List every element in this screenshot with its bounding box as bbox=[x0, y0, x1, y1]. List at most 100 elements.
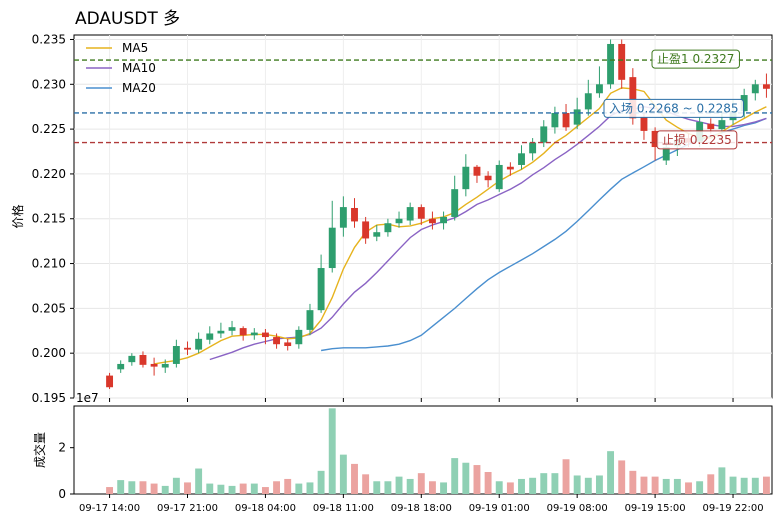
candle-body bbox=[618, 43, 626, 80]
candle bbox=[562, 104, 570, 131]
x-tick-label: 09-18 11:00 bbox=[313, 503, 374, 514]
candle-body bbox=[373, 232, 381, 237]
candle bbox=[607, 39, 615, 89]
legend-label-ma20: MA20 bbox=[122, 81, 156, 95]
volume-bar bbox=[128, 481, 136, 494]
candle-body bbox=[518, 153, 525, 165]
volume-bar bbox=[195, 468, 203, 494]
candle bbox=[339, 196, 347, 237]
price-tick-label: 0.205 bbox=[32, 301, 66, 315]
volume-panel: 0 2 1e7 成交量 bbox=[32, 391, 773, 501]
candle bbox=[139, 351, 147, 368]
candle bbox=[451, 175, 459, 221]
price-tick-label: 0.235 bbox=[32, 32, 66, 46]
candle-body bbox=[384, 223, 392, 233]
x-tick-label: 09-19 22:00 bbox=[703, 503, 764, 514]
volume-tick-label: 2 bbox=[58, 441, 66, 455]
volume-bar bbox=[762, 476, 770, 494]
candle bbox=[595, 66, 603, 98]
candle-body bbox=[139, 354, 147, 365]
candle-body bbox=[161, 363, 169, 368]
candle-body bbox=[351, 207, 358, 222]
candle bbox=[306, 303, 314, 336]
candle-body bbox=[172, 346, 180, 364]
candle bbox=[506, 162, 514, 176]
price-tick-label: 0.230 bbox=[32, 77, 66, 91]
level-annotation-box bbox=[603, 98, 744, 118]
candle-body bbox=[584, 93, 592, 110]
candle bbox=[206, 326, 214, 345]
price-axis-label: 价格 bbox=[10, 204, 25, 228]
candle-body bbox=[573, 109, 581, 125]
candle bbox=[261, 328, 269, 345]
volume-bar bbox=[250, 483, 258, 494]
candle-body bbox=[128, 355, 136, 363]
candle bbox=[462, 154, 470, 197]
candle bbox=[384, 218, 392, 237]
price-tick-label: 0.220 bbox=[32, 167, 66, 181]
volume-bar bbox=[261, 487, 269, 494]
volume-bar bbox=[362, 474, 370, 494]
candle bbox=[317, 254, 325, 313]
volume-bar bbox=[406, 478, 414, 494]
volume-bar bbox=[161, 485, 169, 494]
candle-body bbox=[451, 189, 459, 217]
level-annotation-box bbox=[651, 49, 740, 69]
volume-bar bbox=[562, 459, 570, 494]
candle-body bbox=[640, 117, 648, 131]
volume-bar bbox=[584, 477, 592, 494]
volume-bar bbox=[607, 451, 615, 494]
volume-bar bbox=[540, 473, 548, 494]
candle bbox=[573, 97, 581, 130]
legend: MA5 MA10 MA20 bbox=[86, 41, 156, 95]
volume-bar bbox=[184, 482, 191, 494]
volume-bar bbox=[484, 472, 492, 494]
candle bbox=[195, 332, 203, 354]
volume-bar bbox=[629, 470, 637, 494]
candle-body bbox=[506, 166, 514, 170]
candle bbox=[250, 328, 258, 340]
candle-body bbox=[751, 84, 759, 94]
candle bbox=[751, 79, 759, 101]
candle bbox=[228, 320, 236, 336]
x-tick-label: 09-18 18:00 bbox=[391, 503, 452, 514]
volume-bar bbox=[373, 481, 381, 494]
candle-body bbox=[428, 218, 436, 224]
candle-body bbox=[495, 164, 503, 190]
candle-body bbox=[473, 166, 481, 176]
candle-body bbox=[406, 207, 414, 221]
volume-bar bbox=[417, 473, 425, 494]
candle bbox=[172, 339, 180, 368]
volume-bar bbox=[718, 467, 726, 494]
x-tick-label: 09-19 15:00 bbox=[625, 503, 686, 514]
volume-bar bbox=[740, 477, 748, 494]
volume-bar bbox=[306, 482, 314, 494]
candle-body bbox=[250, 332, 258, 336]
volume-bar bbox=[284, 478, 292, 494]
candle bbox=[428, 211, 436, 230]
volume-bar bbox=[729, 476, 737, 494]
volume-axis-label: 成交量 bbox=[32, 432, 47, 468]
candle bbox=[106, 372, 114, 390]
candle bbox=[117, 360, 125, 373]
candle-body bbox=[150, 363, 158, 367]
volume-bar bbox=[707, 474, 715, 494]
level-annotation-text: 止损 0.2235 bbox=[662, 133, 732, 147]
candle-body bbox=[306, 310, 314, 330]
x-tick-label: 09-18 04:00 bbox=[235, 503, 296, 514]
volume-bar bbox=[640, 476, 648, 494]
candle-body bbox=[273, 337, 281, 345]
candle bbox=[740, 88, 748, 118]
legend-label-ma5: MA5 bbox=[122, 41, 148, 55]
level-annotation-entry_high: 入场 0.2268 ~ 0.2285 bbox=[603, 98, 744, 118]
volume-bar bbox=[440, 482, 448, 494]
candle bbox=[373, 225, 381, 242]
chart-title: ADAUSDT 多 bbox=[75, 9, 180, 29]
candle bbox=[529, 138, 537, 161]
candle-body bbox=[595, 84, 603, 94]
volume-bar bbox=[462, 462, 470, 494]
candle-body bbox=[551, 112, 559, 128]
candle bbox=[762, 73, 770, 98]
